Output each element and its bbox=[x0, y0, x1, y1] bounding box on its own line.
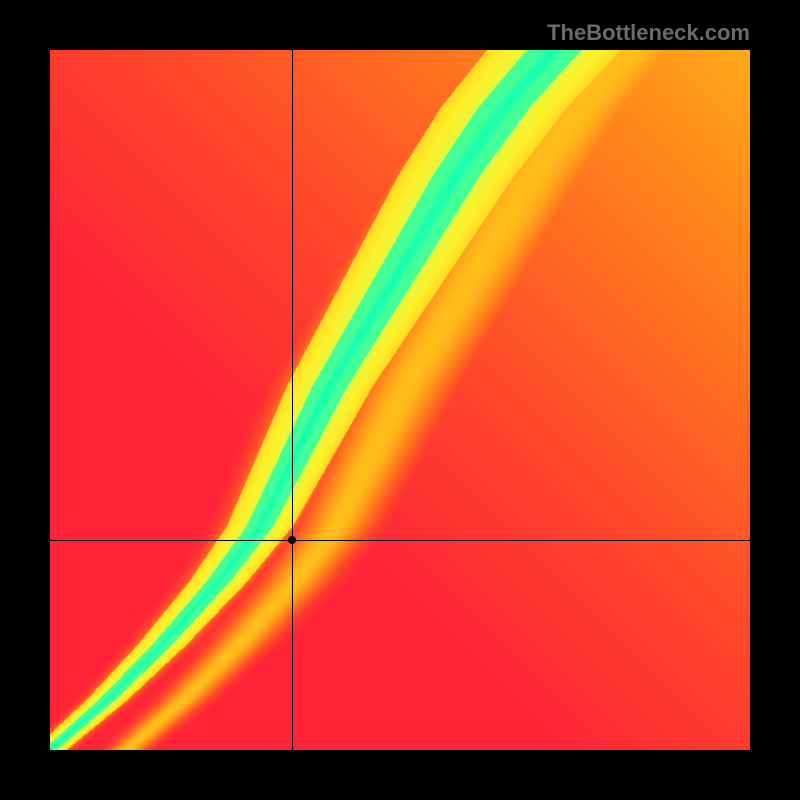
heatmap-canvas bbox=[50, 50, 750, 750]
marker-point bbox=[288, 536, 296, 544]
crosshair-vertical bbox=[292, 50, 293, 750]
watermark-text: TheBottleneck.com bbox=[547, 20, 750, 46]
heatmap-chart bbox=[50, 50, 750, 750]
crosshair-horizontal bbox=[50, 540, 750, 541]
